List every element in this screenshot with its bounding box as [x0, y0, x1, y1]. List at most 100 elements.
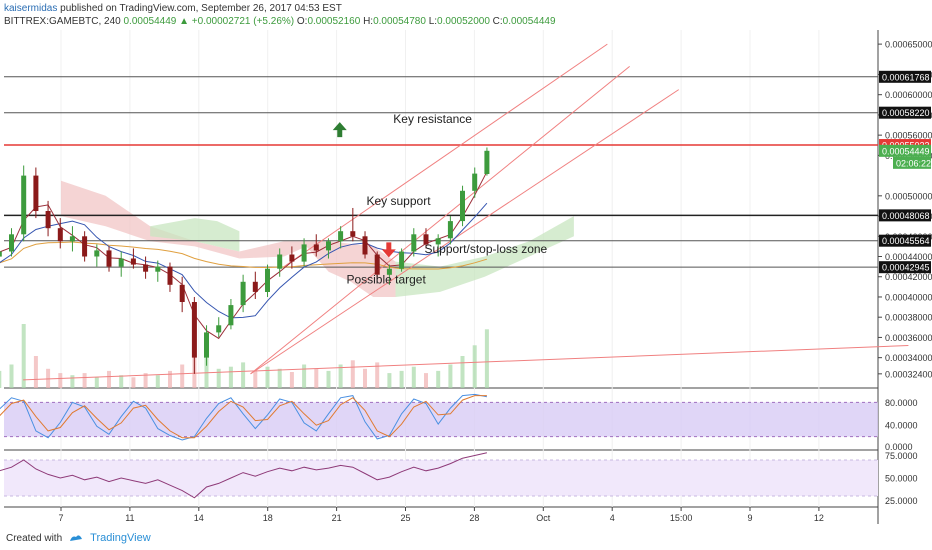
candle-body: [435, 238, 441, 245]
candle-body: [33, 175, 39, 211]
candle-body: [191, 302, 197, 358]
candle-body: [0, 251, 2, 257]
candle-body: [399, 251, 405, 269]
volume-bar: [155, 375, 160, 388]
volume-bar: [326, 370, 331, 388]
open-label: O:: [296, 16, 308, 27]
trend-line-channel-mid: [283, 43, 608, 268]
candle-body: [155, 266, 161, 272]
tradingview-brand[interactable]: TradingView: [90, 532, 151, 544]
time-tick-label: 28: [469, 513, 479, 523]
volume-bar: [484, 329, 489, 388]
volume-bar: [46, 368, 51, 388]
price-chart[interactable]: Key resistance Key support Support/stop-lo…: [0, 30, 932, 528]
volume-bar: [107, 370, 111, 388]
moving-average-blue: [0, 202, 488, 319]
time-tick-label: Oct: [536, 513, 551, 523]
time-tick-label: 12: [814, 513, 824, 523]
rsi-band: [4, 460, 878, 496]
candle-body: [69, 236, 75, 242]
candle-body: [9, 234, 14, 252]
candle-body: [374, 254, 380, 275]
arrow-down-icon: [381, 242, 396, 258]
price-tick-label: 0.00056000: [885, 131, 932, 141]
time-tick-label: 25: [400, 513, 410, 523]
candle-body: [228, 305, 234, 326]
candle-body: [326, 241, 331, 251]
volume-bar: [265, 366, 270, 388]
last-price: 0.00054449: [123, 16, 177, 27]
candle-body: [82, 236, 88, 257]
annotation-label: Support/stop-loss zone: [424, 242, 547, 256]
volume-bar: [82, 373, 87, 388]
rsi-tick-label: 25.0000: [885, 496, 918, 506]
candle-body: [204, 332, 209, 358]
annotation-label: Possible target: [346, 272, 426, 286]
candle-body: [130, 258, 136, 265]
price-change: +0.00002721 (+5.26%): [191, 16, 295, 27]
arrow-up-icon: [332, 122, 347, 138]
volume-bar: [253, 370, 258, 388]
candle-body: [143, 264, 149, 272]
stoch-band: [4, 402, 878, 437]
main-pane: [4, 30, 878, 388]
countdown-label: 02:06:22: [896, 158, 931, 168]
volume-bar: [448, 364, 453, 388]
publish-info: published on TradingView.com, September …: [60, 3, 342, 14]
candle-body: [423, 234, 429, 245]
candle-body: [106, 250, 112, 267]
chart-header: kaisermidas published on TradingView.com…: [0, 0, 932, 30]
time-tick-label: 7: [58, 513, 63, 523]
trend-line-channel-lower: [250, 89, 679, 375]
volume-bar: [21, 324, 26, 388]
volume-bar: [460, 356, 465, 388]
footer: Created with TradingView: [0, 528, 932, 550]
time-tick-label: 21: [332, 513, 342, 523]
volume-bar: [228, 366, 233, 388]
candle-body: [94, 250, 100, 257]
price-tick-label: 0.00050000: [885, 191, 932, 201]
volume-bar: [314, 368, 319, 388]
volume-bar: [58, 373, 63, 388]
price-tick-label: 0.00042000: [885, 272, 932, 282]
tradingview-logo-icon: [70, 535, 83, 541]
volume-bar: [277, 368, 282, 388]
price-tag: [879, 261, 931, 274]
price-tag: [879, 234, 931, 247]
price-tick-label: 0.00065000: [885, 40, 932, 50]
ichimoku-cloud-red: [61, 180, 240, 259]
close-label: C:: [492, 16, 503, 27]
stoch-k-line: [0, 393, 487, 441]
price-tick-label: 0.00034000: [885, 353, 932, 363]
volume-bar: [302, 364, 307, 388]
volume-bar: [131, 377, 136, 388]
stoch-d-line: [0, 395, 487, 439]
rsi-line: [0, 452, 488, 499]
candle-body: [411, 234, 417, 252]
volume-bar: [94, 377, 99, 388]
candle-body: [289, 254, 295, 262]
moving-average-orange: [0, 241, 488, 270]
price-tag-label: 0.00048068: [882, 211, 930, 221]
symbol-label: BITTREX:GAMEBTC, 240: [4, 16, 121, 27]
volume-bar: [350, 360, 355, 388]
price-tag-label: 0.00045564: [882, 236, 930, 246]
volume-bar: [216, 368, 221, 388]
candle-body: [472, 173, 478, 191]
trend-line-long-support: [23, 345, 909, 381]
ichimoku-cloud-green: [395, 216, 574, 297]
annotation-label: Key resistance: [393, 112, 472, 126]
price-tag: [879, 144, 931, 157]
price-tag-label: 0.00058220: [882, 108, 930, 118]
time-tick-label: 9: [747, 513, 752, 523]
candle-body: [350, 231, 356, 237]
volume-bar: [180, 364, 185, 388]
author-link[interactable]: kaisermidas: [4, 3, 58, 14]
time-tick-label: 4: [610, 513, 615, 523]
candle-body: [45, 211, 51, 229]
price-tag-label: 0.00042945: [882, 263, 930, 273]
volume-bar: [411, 366, 416, 388]
candles: [0, 147, 490, 374]
low-value: 0.00052000: [437, 16, 490, 27]
time-tick-label: 18: [263, 513, 273, 523]
